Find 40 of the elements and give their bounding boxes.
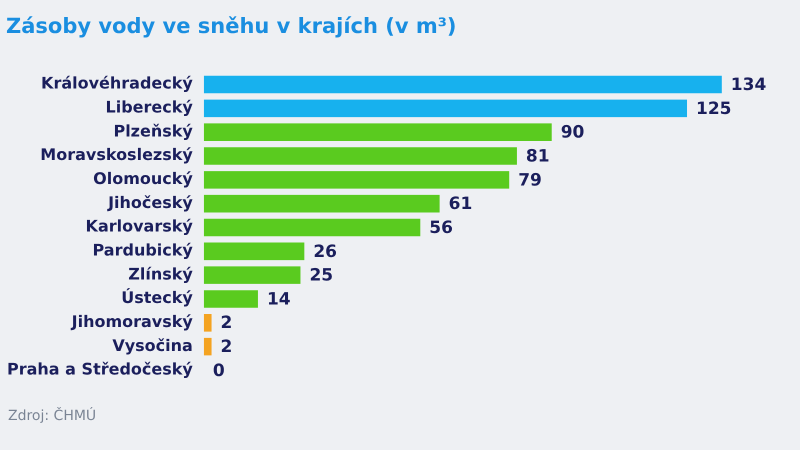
y-tick-label: Královéhradecký	[41, 74, 194, 93]
bar	[204, 123, 552, 141]
data-label: 14	[266, 289, 291, 310]
y-tick-label: Olomoucký	[93, 168, 194, 188]
bar	[204, 218, 420, 236]
y-tick-label: Liberecký	[106, 98, 194, 116]
y-tick-label: Ústecký	[121, 288, 194, 308]
y-tick-label: Moravskoslezský	[40, 145, 194, 164]
bar	[204, 266, 300, 284]
data-label: 2	[220, 313, 232, 334]
y-tick-label: Vysočina	[112, 336, 193, 355]
bar	[204, 76, 722, 94]
data-label: 61	[448, 194, 472, 214]
y-tick-label: Jihomoravský	[70, 312, 194, 331]
data-label: 79	[518, 170, 542, 190]
data-label: 56	[429, 218, 453, 238]
data-label: 26	[313, 242, 338, 262]
data-label: 125	[696, 98, 732, 119]
chart-title: Zásoby vody ve sněhu v krajích (v m³)	[6, 14, 457, 38]
y-tick-label: Jihočeský	[107, 192, 194, 212]
y-tick-label: Zlínský	[128, 264, 194, 284]
data-label: 0	[212, 360, 225, 381]
data-label: 25	[309, 266, 334, 286]
bar	[204, 242, 304, 260]
y-tick-label: Praha a Středočeský	[7, 360, 194, 379]
bar	[204, 194, 440, 212]
y-tick-label: Plzeňský	[113, 121, 194, 140]
y-tick-label: Pardubický	[92, 240, 194, 260]
data-label: 2	[220, 337, 232, 358]
data-label: 134	[730, 74, 766, 95]
text: Zdroj: ČHMÚ	[8, 408, 96, 424]
bar	[204, 338, 212, 356]
bar	[204, 100, 688, 118]
bar	[204, 290, 258, 308]
y-tick-label: Karlovarský	[86, 216, 194, 236]
bar	[204, 314, 212, 332]
bar	[204, 147, 517, 165]
data-label: 81	[526, 146, 550, 166]
data-label: 90	[560, 122, 585, 143]
bar	[204, 171, 510, 189]
